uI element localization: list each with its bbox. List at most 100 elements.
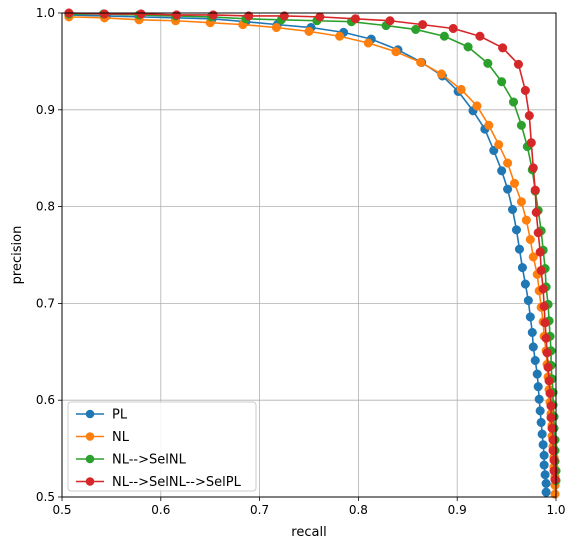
data-point — [547, 423, 557, 433]
data-point — [536, 265, 546, 276]
data-point — [541, 487, 551, 497]
legend-marker — [85, 477, 95, 486]
legend-entry: NL-->SelNL-->SelPL — [76, 475, 242, 490]
data-point — [546, 413, 556, 423]
y-tick-label: 1.0 — [36, 6, 55, 20]
data-point — [540, 470, 550, 480]
data-point — [525, 234, 535, 245]
data-point — [385, 16, 395, 26]
data-point — [508, 97, 519, 107]
data-point — [463, 42, 473, 52]
data-point — [539, 301, 549, 311]
data-point — [520, 279, 530, 289]
legend-marker — [85, 454, 95, 464]
data-point — [507, 204, 518, 215]
plot-frame — [61, 12, 557, 498]
x-tick-label: 0.7 — [250, 503, 269, 517]
data-point — [472, 101, 482, 111]
data-point — [523, 295, 533, 306]
data-point — [527, 327, 537, 337]
data-point — [279, 11, 289, 21]
y-tick-label: 0.8 — [36, 200, 55, 214]
legend-box — [67, 401, 257, 492]
data-point — [503, 184, 513, 194]
data-point — [335, 31, 345, 41]
data-point — [513, 59, 524, 69]
data-point — [315, 12, 325, 22]
data-point — [545, 388, 555, 398]
data-point — [516, 197, 526, 207]
data-point — [540, 318, 550, 328]
y-tick-label: 0.6 — [36, 393, 55, 407]
x-tick-label: 1.0 — [546, 503, 565, 517]
data-point — [525, 312, 535, 322]
data-point — [483, 58, 493, 68]
data-point — [549, 455, 559, 465]
data-point — [532, 369, 542, 379]
series-line — [68, 13, 557, 481]
data-point — [475, 31, 485, 41]
data-point — [172, 10, 182, 20]
data-point — [516, 120, 526, 130]
legend-marker — [85, 409, 95, 419]
y-tick-label: 0.7 — [36, 296, 55, 310]
data-point — [517, 263, 527, 273]
data-point — [136, 9, 146, 19]
data-point — [391, 47, 401, 57]
data-point — [530, 355, 540, 366]
data-point — [436, 69, 446, 79]
data-point — [418, 20, 428, 30]
data-point — [363, 38, 373, 48]
legend-marker — [85, 432, 95, 441]
x-tick-label: 0.5 — [52, 503, 71, 517]
y-tick-label: 0.5 — [36, 490, 55, 504]
data-point — [350, 14, 360, 24]
data-point — [530, 185, 540, 195]
data-point — [494, 140, 504, 150]
legend-label: NL-->SelNL — [112, 453, 187, 468]
data-point — [542, 348, 552, 358]
data-point — [539, 450, 549, 460]
legend-entry: NL — [76, 430, 130, 445]
data-point — [511, 225, 522, 235]
data-point — [536, 417, 546, 428]
data-point — [550, 475, 560, 485]
legend-label: NL — [112, 430, 130, 445]
data-point — [497, 166, 507, 176]
data-point — [537, 429, 547, 439]
x-tick-label: 0.9 — [448, 503, 467, 517]
data-point — [539, 460, 549, 470]
data-point — [497, 77, 507, 87]
data-point — [550, 489, 560, 499]
legend-entry: PL — [76, 408, 128, 423]
data-point — [534, 394, 544, 404]
data-point — [520, 85, 530, 95]
data-point — [526, 138, 536, 148]
data-point — [484, 120, 494, 130]
data-point — [489, 145, 499, 156]
data-point — [509, 178, 520, 188]
data-point — [528, 163, 538, 173]
y-axis-label: precision — [10, 226, 25, 285]
data-point — [538, 284, 548, 294]
data-point — [533, 228, 543, 238]
data-point — [503, 158, 513, 168]
data-point — [448, 23, 458, 34]
data-point — [544, 376, 554, 386]
data-point — [304, 26, 314, 36]
data-point — [546, 401, 556, 411]
x-axis-label: recall — [291, 525, 326, 540]
data-point — [411, 24, 421, 35]
data-point — [528, 342, 538, 352]
data-point — [538, 440, 548, 450]
legend: PL NL NL-->SelNL NL-->SelNL-->SelPL — [67, 401, 257, 492]
x-tick-label: 0.8 — [349, 503, 368, 517]
data-point — [439, 31, 449, 41]
data-point — [416, 57, 426, 67]
legend-label: PL — [112, 408, 128, 423]
data-point — [548, 435, 558, 445]
data-point — [498, 43, 508, 53]
axis-ticks: 0.5 0.6 0.7 0.8 0.9 1.0 0.5 0.6 0.7 0.8 0.9 1.0 — [36, 6, 566, 517]
data-point — [521, 215, 531, 225]
